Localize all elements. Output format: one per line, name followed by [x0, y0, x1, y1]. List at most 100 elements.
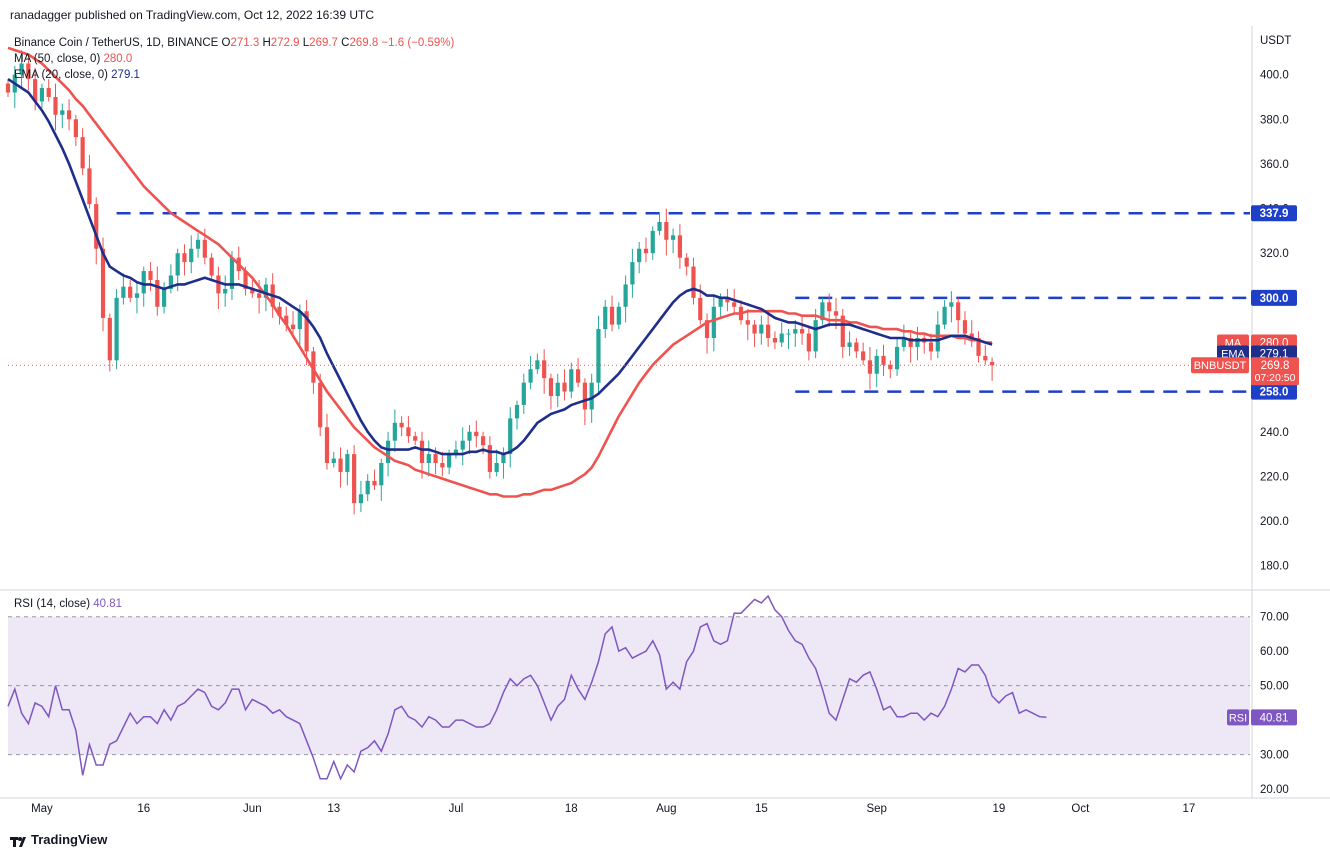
- candle-body: [637, 248, 642, 263]
- candle-body: [202, 239, 207, 258]
- ma50-line: [7, 46, 993, 498]
- candle-body: [766, 324, 771, 339]
- ema-legend-label: EMA (20, close, 0): [14, 69, 111, 81]
- candle-body: [813, 320, 818, 352]
- candle-body: [711, 306, 716, 339]
- level-tag: [1251, 383, 1297, 400]
- candle-body: [26, 63, 31, 80]
- legend-part: 272.9: [271, 37, 303, 49]
- candle-body: [223, 288, 228, 294]
- candle-body: [894, 346, 900, 370]
- candle-body: [433, 454, 438, 464]
- candle-body: [861, 351, 866, 361]
- candle-body: [684, 257, 689, 267]
- candle-body: [732, 302, 737, 307]
- candle-body: [677, 235, 683, 258]
- tradingview-logo[interactable]: TradingView: [10, 832, 107, 847]
- candle-body: [189, 248, 194, 263]
- candle-body: [290, 324, 296, 330]
- candle-body: [847, 342, 852, 347]
- candle-body: [338, 458, 343, 472]
- candle-body: [650, 230, 655, 254]
- candle-body: [542, 360, 547, 379]
- candle-body: [460, 440, 465, 450]
- level-tag: [1251, 205, 1297, 222]
- ohlc-legend: Binance Coin / TetherUS, 1D, BINANCE O27…: [14, 37, 454, 49]
- legend-part: O: [222, 37, 231, 49]
- candle-body: [487, 445, 492, 472]
- candle-body: [100, 248, 106, 318]
- candle-body: [643, 248, 649, 254]
- candle-body: [277, 306, 282, 316]
- candle-body: [406, 427, 411, 437]
- candle-body: [250, 288, 255, 294]
- candle-body: [467, 431, 472, 441]
- candle-body: [358, 494, 364, 504]
- candle-body: [528, 369, 533, 383]
- candle-body: [107, 317, 112, 361]
- candle-body: [128, 286, 133, 298]
- legend-part: 269.8 −1.6 (−0.59%): [349, 37, 454, 49]
- candle-body: [915, 338, 920, 347]
- ema20-line: [7, 78, 993, 456]
- candle-body: [616, 306, 621, 325]
- candle-body: [161, 288, 167, 307]
- candle-body: [148, 271, 153, 280]
- legend-part: 271.3: [230, 37, 262, 49]
- tradingview-brand: TradingView: [31, 832, 108, 847]
- candle-body: [745, 320, 750, 325]
- rsi-legend: RSI (14, close) 40.81: [14, 598, 122, 610]
- ema-legend-value: 279.1: [111, 69, 140, 81]
- date-tick-label: Jul: [449, 803, 464, 815]
- level-tag-label: 258.0: [1260, 387, 1289, 399]
- price-tick-label: 400.0: [1260, 70, 1289, 82]
- candle-body: [440, 463, 445, 468]
- candle-body: [806, 333, 811, 352]
- candle-body: [87, 168, 92, 205]
- candle-body: [799, 329, 805, 334]
- candle-body: [671, 235, 676, 240]
- ma-legend-label: MA (50, close, 0): [14, 53, 103, 65]
- date-tick-label: Jun: [243, 803, 262, 815]
- candle-body: [480, 436, 486, 446]
- price-tick-label: 200.0: [1260, 516, 1289, 528]
- legend-part: Binance Coin / TetherUS, 1D, BINANCE: [14, 37, 222, 49]
- candle-body: [209, 257, 214, 276]
- rsi-tick-label: 60.00: [1260, 646, 1289, 658]
- candle-body: [514, 404, 520, 419]
- rsi-tick-label: 30.00: [1260, 750, 1289, 762]
- candle-body: [881, 355, 886, 365]
- candle-body: [582, 382, 587, 410]
- candle-body: [548, 378, 554, 397]
- candle-body: [704, 320, 710, 339]
- candle-body: [949, 302, 954, 307]
- candle-body: [399, 422, 404, 428]
- candle-body: [33, 79, 38, 102]
- candle-body: [623, 284, 628, 307]
- publish-line: ranadagger published on TradingView.com,…: [10, 8, 375, 22]
- candle-body: [888, 364, 893, 370]
- level-tag-label: 337.9: [1260, 208, 1289, 220]
- candle-body: [575, 369, 581, 383]
- candle-body: [942, 306, 947, 325]
- date-tick-label: 19: [992, 803, 1005, 815]
- candle-body: [562, 382, 567, 392]
- legend-part: L: [303, 37, 310, 49]
- candle-body: [664, 221, 669, 240]
- candle-body: [426, 454, 431, 464]
- candle-body: [494, 463, 499, 472]
- candle-body: [935, 324, 940, 352]
- candle-body: [114, 297, 119, 361]
- candle-body: [691, 266, 696, 298]
- candle-body: [73, 119, 78, 138]
- candle-body: [94, 204, 99, 249]
- candle-body: [718, 297, 723, 307]
- candle-body: [195, 239, 201, 249]
- candle-body: [603, 306, 608, 330]
- candle-body: [867, 360, 873, 374]
- candle-body: [976, 338, 981, 356]
- candle-body: [385, 440, 391, 464]
- candle-body: [19, 63, 24, 75]
- candle-body: [80, 137, 85, 169]
